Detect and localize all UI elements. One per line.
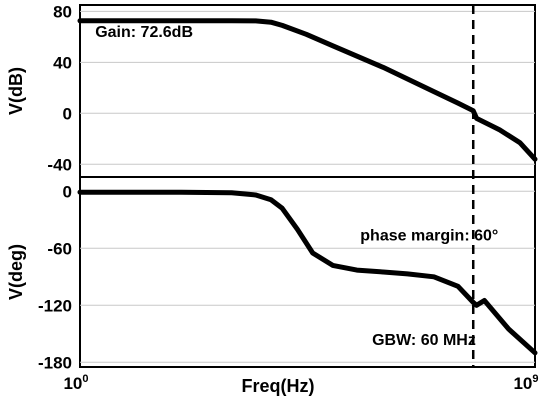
phase-y-tick-label: -60: [47, 239, 72, 258]
x-tick-label-max: 109: [513, 373, 538, 393]
gain-y-tick-label: 80: [53, 2, 72, 21]
gain-curve: [77, 18, 538, 162]
phase-y-tick-label: -180: [38, 353, 72, 372]
phase-panel-frame: [79, 176, 536, 368]
gain-y-tick-label: -40: [47, 155, 72, 174]
x-tick-label-min: 100: [63, 373, 88, 393]
label-layer: 80 40 0 -40 Gain: 72.6dB 0 -60 -120 -180 phase ma…: [38, 2, 498, 372]
phase-annotation: phase margin: 60°: [360, 228, 498, 245]
gain-y-axis-title: V(dB): [6, 67, 26, 115]
phase-curve: [77, 189, 538, 356]
gain-y-tick-label: 0: [63, 104, 72, 123]
x-axis-title: Freq(Hz): [242, 376, 315, 396]
phase-y-tick-label: -120: [38, 296, 72, 315]
phase-y-tick-label: 0: [63, 182, 72, 201]
phase-y-axis-title: V(deg): [6, 244, 26, 300]
gain-annotation: Gain: 72.6dB: [95, 24, 193, 41]
gain-y-tick-label: 40: [53, 53, 72, 72]
curve-layer: [77, 5, 538, 367]
phase-annotation: GBW: 60 MHz: [372, 332, 476, 349]
